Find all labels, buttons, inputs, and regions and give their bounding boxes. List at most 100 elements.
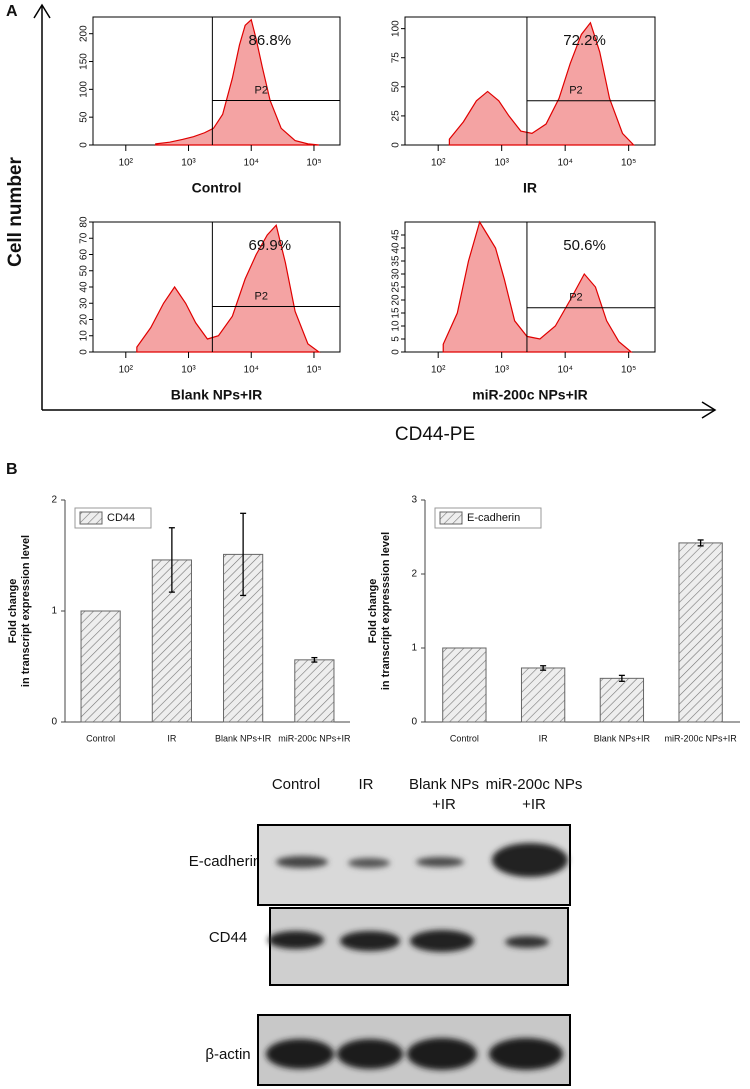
x-tick-label: IR bbox=[167, 733, 177, 743]
panel-label: A bbox=[6, 3, 18, 20]
x-tick-label: Blank NPs+IR bbox=[215, 733, 272, 743]
legend-swatch bbox=[79, 511, 103, 525]
axis-title: Cell number bbox=[5, 157, 26, 267]
y-axis-title: Fold change bbox=[367, 579, 379, 644]
y-tick-label: 15 bbox=[391, 307, 402, 319]
blot-column-label: IR bbox=[359, 776, 374, 793]
y-tick-label: 75 bbox=[391, 52, 402, 64]
blot-column-label: +IR bbox=[432, 796, 456, 813]
y-tick-label: 0 bbox=[411, 717, 417, 728]
x-tick-label: 10⁵ bbox=[306, 365, 321, 376]
y-tick-label: 70 bbox=[79, 232, 90, 244]
y-tick-label: 10 bbox=[391, 320, 402, 332]
bar bbox=[442, 647, 487, 723]
y-tick-label: 40 bbox=[391, 242, 402, 254]
arrow-head bbox=[701, 401, 717, 419]
blot-band bbox=[340, 931, 400, 951]
blot-row-label: β-actin bbox=[205, 1046, 250, 1063]
annotation: 86.8% bbox=[249, 32, 292, 49]
x-tick-label: 10² bbox=[431, 158, 446, 169]
y-tick-label: 3 bbox=[411, 495, 417, 506]
bar bbox=[678, 542, 723, 723]
y-tick-label: 100 bbox=[79, 81, 90, 98]
y-tick-label: 100 bbox=[391, 20, 402, 37]
flow-axes bbox=[33, 3, 717, 419]
y-tick-label: 80 bbox=[79, 216, 90, 228]
y-tick-label: 5 bbox=[391, 336, 402, 342]
x-tick-label: miR-200c NPs+IR bbox=[664, 733, 737, 743]
arrow-head bbox=[33, 3, 51, 19]
histogram-area bbox=[442, 220, 633, 353]
y-tick-label: 1 bbox=[51, 606, 57, 617]
x-tick-label: Control bbox=[450, 733, 479, 743]
y-tick-label: 30 bbox=[391, 268, 402, 280]
blot-band bbox=[266, 1039, 334, 1069]
bar bbox=[294, 659, 335, 723]
x-tick-label: 10⁵ bbox=[306, 158, 321, 169]
gate-label: P2 bbox=[254, 84, 267, 96]
y-axis-title: Fold change bbox=[7, 579, 19, 644]
blot-band bbox=[489, 1038, 563, 1070]
blot-column-label: +IR bbox=[522, 796, 546, 813]
y-tick-label: 1 bbox=[411, 643, 417, 654]
y-tick-label: 30 bbox=[79, 297, 90, 309]
x-tick-label: Control bbox=[86, 733, 115, 743]
y-tick-label: 50 bbox=[391, 81, 402, 93]
y-tick-label: 0 bbox=[79, 349, 90, 355]
y-tick-label: 2 bbox=[51, 495, 57, 506]
x-tick-label: 10² bbox=[119, 365, 134, 376]
y-tick-label: 150 bbox=[79, 53, 90, 70]
histogram-area bbox=[155, 18, 319, 146]
gate-label: P2 bbox=[569, 85, 582, 97]
x-tick-label: 10² bbox=[119, 158, 134, 169]
blot-band bbox=[348, 858, 390, 868]
legend-label: E-cadherin bbox=[467, 512, 520, 524]
y-tick-label: 0 bbox=[391, 349, 402, 355]
legend-label: CD44 bbox=[107, 512, 135, 524]
x-tick-label: 10⁴ bbox=[557, 365, 572, 376]
blot-band bbox=[492, 843, 568, 877]
x-tick-label: 10³ bbox=[181, 158, 196, 169]
y-tick-label: 0 bbox=[79, 142, 90, 148]
axis-title: CD44-PE bbox=[395, 424, 475, 445]
y-tick-label: 20 bbox=[391, 294, 402, 306]
x-tick-label: Blank NPs+IR bbox=[594, 733, 651, 743]
blot-band bbox=[416, 857, 464, 867]
x-tick-label: 10⁵ bbox=[621, 158, 636, 169]
blot-band bbox=[276, 856, 328, 868]
y-axis-title: in transcript expresssion level bbox=[380, 532, 392, 690]
blot-band bbox=[505, 936, 549, 948]
x-tick-label: 10² bbox=[431, 365, 446, 376]
y-axis-title: in transcript expression level bbox=[20, 535, 32, 687]
y-tick-label: 25 bbox=[391, 281, 402, 293]
x-tick-label: 10⁴ bbox=[244, 158, 259, 169]
y-tick-label: 60 bbox=[79, 249, 90, 261]
blot-band bbox=[410, 930, 474, 952]
chart-title: Blank NPs+IR bbox=[171, 387, 262, 403]
y-tick-label: 200 bbox=[79, 25, 90, 42]
x-tick-label: 10⁵ bbox=[621, 365, 636, 376]
x-tick-label: 10³ bbox=[494, 365, 509, 376]
blot-column-label: Control bbox=[272, 776, 320, 793]
panel-label: B bbox=[6, 461, 18, 478]
y-tick-label: 10 bbox=[79, 330, 90, 342]
gate-label: P2 bbox=[254, 290, 267, 302]
chart-title: IR bbox=[523, 180, 537, 196]
annotation: 69.9% bbox=[249, 237, 292, 254]
histogram-area bbox=[448, 21, 636, 146]
plot-frame bbox=[404, 221, 656, 353]
y-tick-label: 25 bbox=[391, 110, 402, 122]
gate-label: P2 bbox=[569, 292, 582, 304]
western-blot: Control IR Blank NPs +IR miR-200c NPs +I… bbox=[189, 776, 583, 1086]
blot-row-label: E-cadherin bbox=[189, 853, 262, 870]
chart-title: miR-200c NPs+IR bbox=[472, 387, 588, 403]
y-tick-label: 0 bbox=[51, 717, 57, 728]
x-tick-label: 10³ bbox=[181, 365, 196, 376]
bar bbox=[520, 667, 566, 723]
x-tick-label: miR-200c NPs+IR bbox=[278, 733, 351, 743]
x-tick-label: 10⁴ bbox=[244, 365, 259, 376]
x-tick-label: 10⁴ bbox=[557, 158, 572, 169]
legend-swatch bbox=[439, 511, 463, 525]
blot-column-label: miR-200c NPs bbox=[486, 776, 583, 793]
